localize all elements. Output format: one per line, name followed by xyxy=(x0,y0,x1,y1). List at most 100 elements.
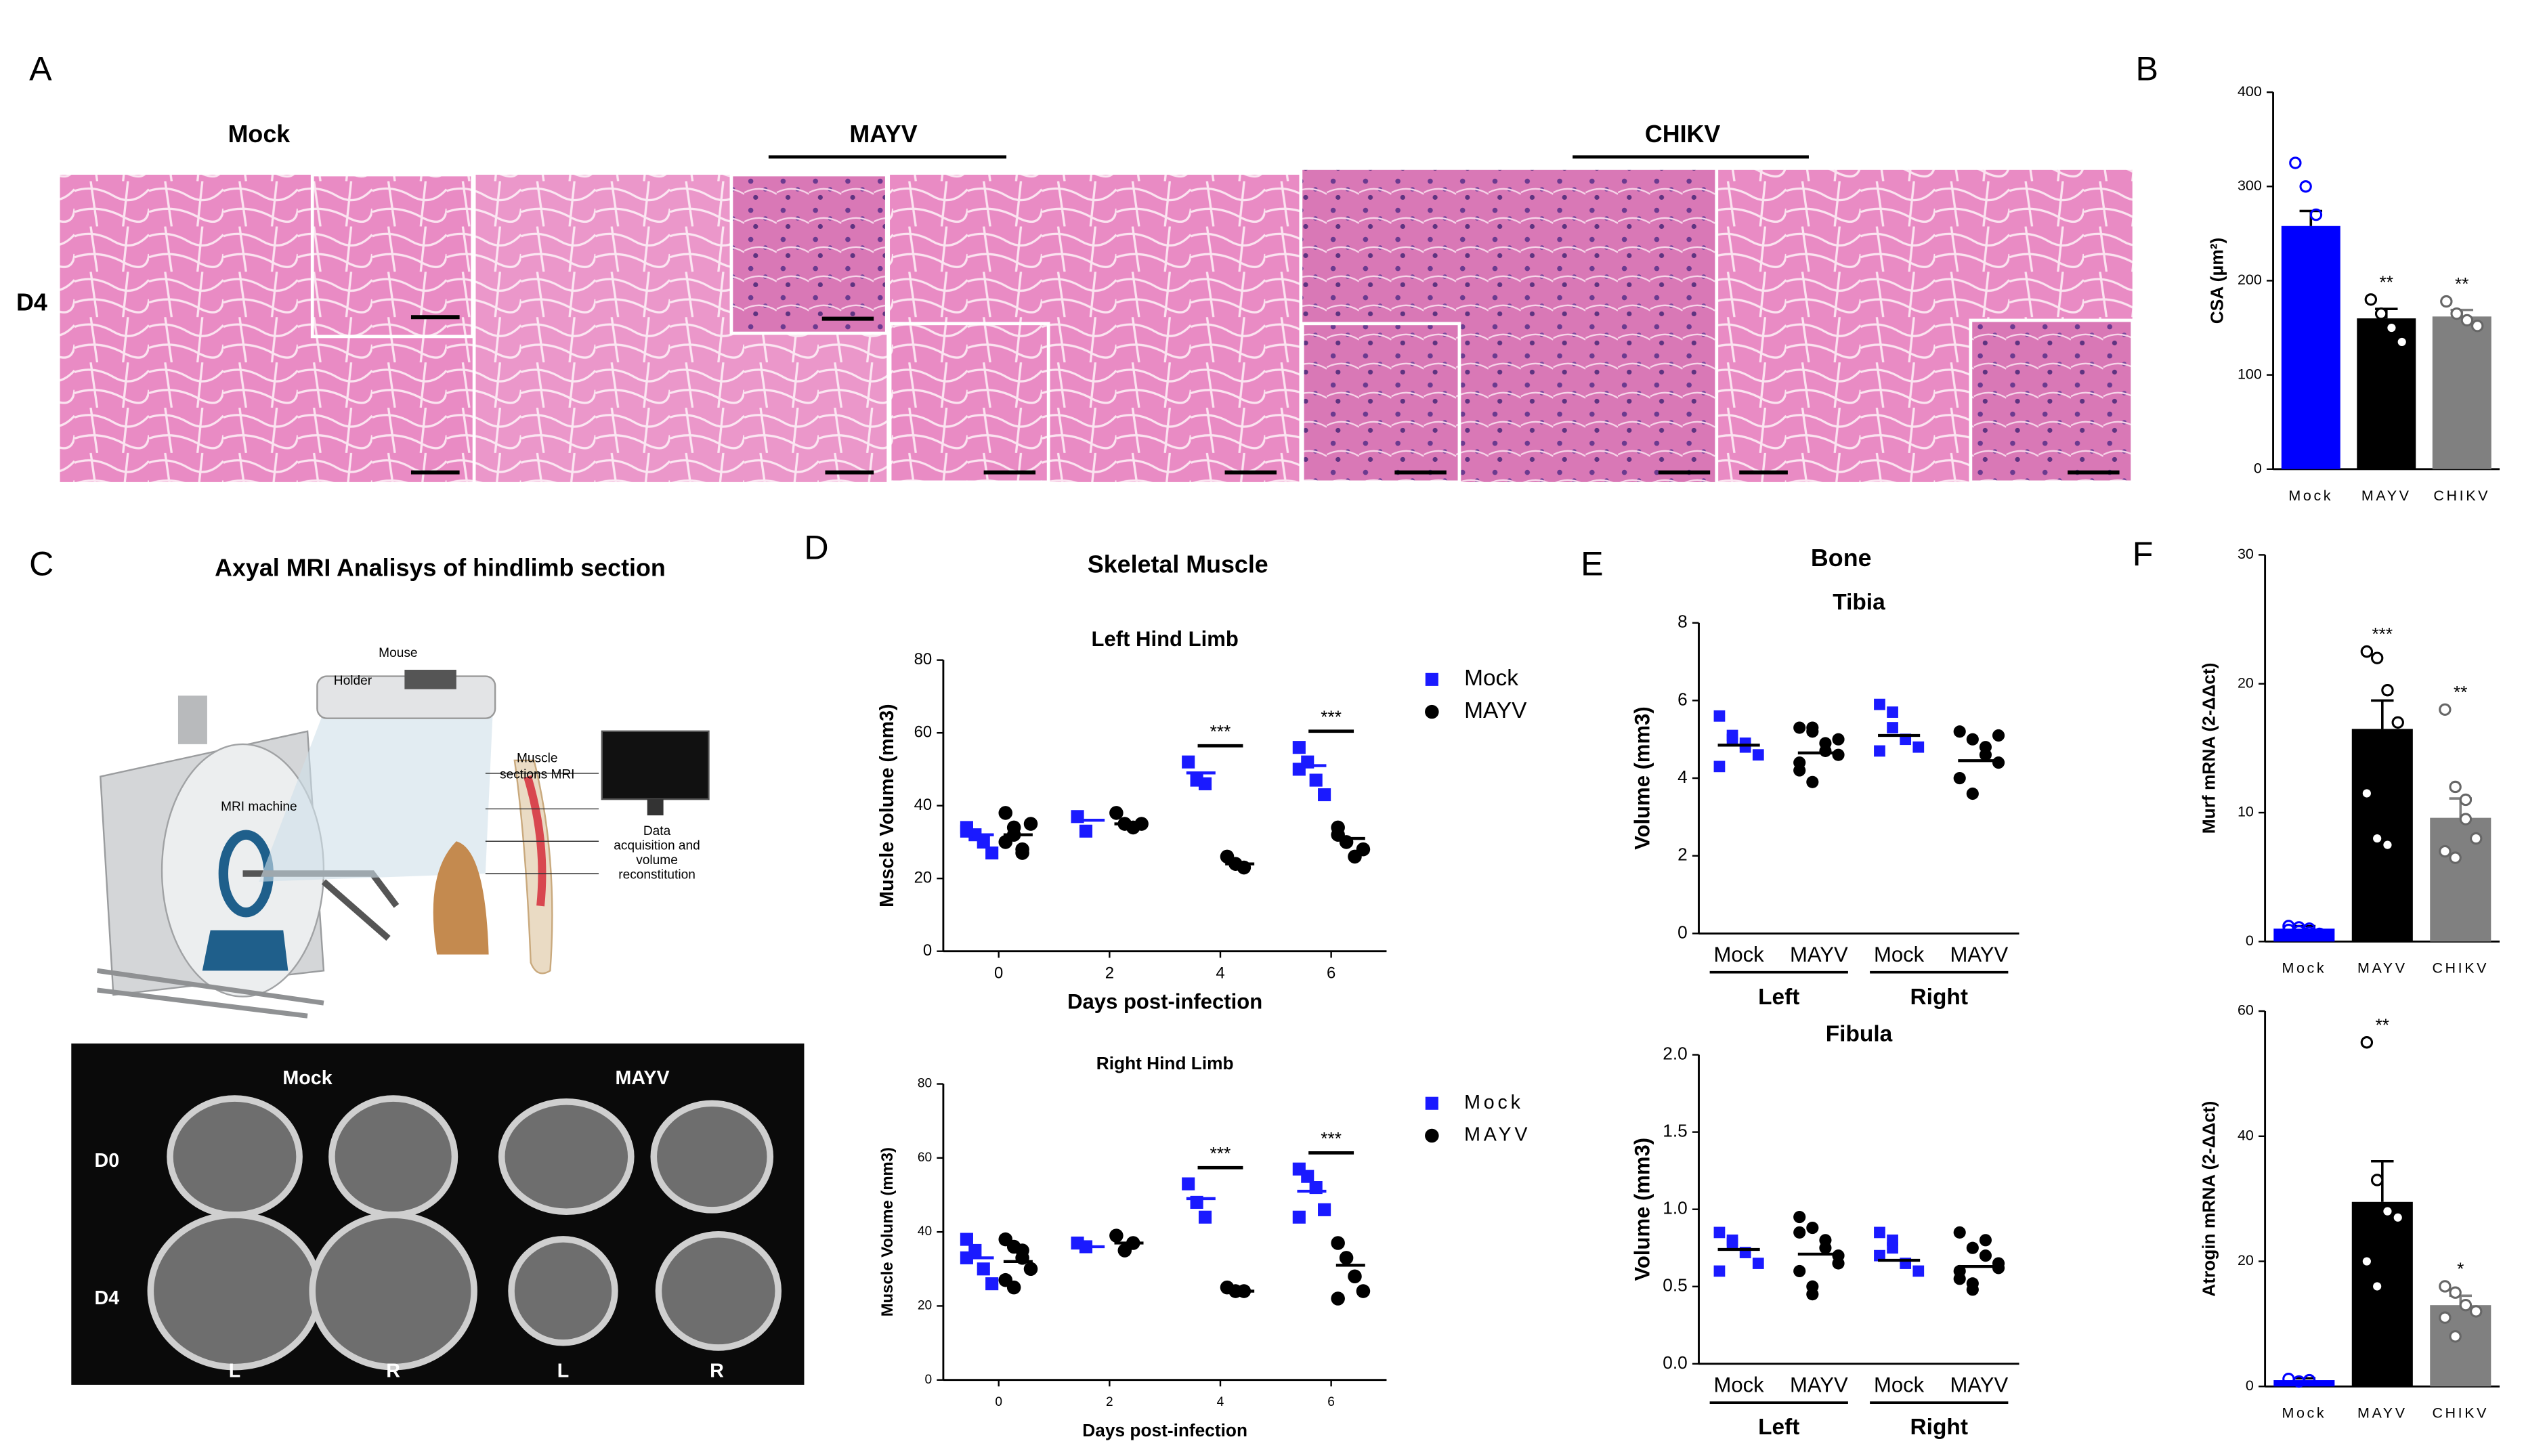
data-point xyxy=(2320,227,2333,240)
data-point xyxy=(2391,716,2404,729)
data-point xyxy=(1832,733,1845,746)
data-point xyxy=(2360,787,2374,800)
panel-title: Axyal MRI Analisys of hindlimb section xyxy=(215,554,666,581)
chart-title: Right Hind Limb xyxy=(1096,1053,1234,1073)
data-point xyxy=(1713,761,1726,773)
data-point xyxy=(1887,722,1898,733)
panel-letter: E xyxy=(1581,544,1603,582)
diagram-label: Muscle xyxy=(517,751,558,765)
x-tick-label: Mock xyxy=(1874,943,1925,966)
data-point xyxy=(1713,1265,1726,1277)
legend-marker xyxy=(1425,1096,1438,1110)
data-point xyxy=(1793,1211,1806,1224)
data-point xyxy=(1726,733,1738,746)
data-point xyxy=(985,1277,999,1291)
mri-label: L xyxy=(229,1360,241,1382)
data-point xyxy=(1182,1177,1195,1191)
data-point xyxy=(1953,1226,1966,1239)
panel-letter: B xyxy=(2136,49,2158,87)
mri-label: L xyxy=(557,1360,570,1382)
y-tick-label: 40 xyxy=(2238,1127,2254,1143)
legend-marker xyxy=(1425,672,1438,686)
diagram-label: Holder xyxy=(334,674,372,688)
y-tick-label: 200 xyxy=(2238,272,2262,288)
data-point xyxy=(2381,684,2394,697)
data-point xyxy=(1015,1243,1029,1258)
data-point xyxy=(1887,1234,1898,1246)
data-point xyxy=(1966,1277,1979,1290)
x-tick-label: 6 xyxy=(1327,964,1335,982)
mri-images: Mock MAYV D0 D4 L R L R xyxy=(71,1043,805,1385)
data-point xyxy=(2370,1280,2384,1293)
x-tick-label: Mock xyxy=(1874,1373,1925,1396)
diagram-label: sections MRI xyxy=(500,767,574,781)
data-point xyxy=(2289,236,2302,250)
data-point xyxy=(1356,1284,1371,1298)
data-point xyxy=(1292,1210,1306,1224)
data-point xyxy=(1079,824,1093,838)
data-point xyxy=(1198,1210,1212,1224)
data-point xyxy=(1806,721,1819,734)
diagram-label: Mouse xyxy=(379,646,417,660)
y-axis-label: Muscle Volume (mm3) xyxy=(878,1147,897,1316)
data-point xyxy=(2303,926,2316,939)
group-label: Left xyxy=(1758,1415,1799,1440)
y-tick-label: 8 xyxy=(1677,612,1688,632)
group-label: Mock xyxy=(228,121,291,148)
chart-title: Tibia xyxy=(1833,590,1885,615)
x-tick-label: Mock xyxy=(2282,960,2326,977)
y-tick-label: 4 xyxy=(1677,767,1688,787)
data-point xyxy=(1832,1257,1845,1270)
data-point xyxy=(1966,787,1979,800)
mri-label: MAYV xyxy=(615,1067,669,1089)
histology xyxy=(60,169,2135,484)
y-tick-label: 10 xyxy=(2238,804,2254,820)
significance: ** xyxy=(2380,272,2393,292)
data-point xyxy=(1713,710,1726,722)
x-tick-label: MAYV xyxy=(1790,943,1848,966)
mri-label: Mock xyxy=(282,1067,332,1089)
legend-marker xyxy=(1425,1128,1439,1143)
data-point xyxy=(985,846,999,860)
inset xyxy=(888,322,1050,484)
group-label: CHIKV xyxy=(1645,121,1721,148)
data-point xyxy=(2360,1255,2374,1268)
x-tick-label: 4 xyxy=(1216,964,1224,982)
panel-letter: D xyxy=(804,528,828,566)
data-point xyxy=(2449,780,2462,794)
y-tick-label: 1.0 xyxy=(1663,1198,1688,1218)
significance: *** xyxy=(1210,721,1231,742)
data-point xyxy=(1739,741,1751,753)
x-axis-label: Days post-infection xyxy=(1067,989,1262,1013)
y-tick-label: 80 xyxy=(914,650,933,668)
data-point xyxy=(1752,1258,1764,1269)
panel-letter: A xyxy=(29,49,52,87)
y-tick-label: 0 xyxy=(925,1373,933,1387)
data-point xyxy=(1023,817,1038,831)
data-point xyxy=(2440,295,2453,308)
data-point xyxy=(1339,1251,1354,1265)
data-point xyxy=(1331,1291,1345,1306)
data-point xyxy=(1793,1264,1806,1278)
data-point xyxy=(1348,1269,1362,1283)
data-point xyxy=(1309,773,1323,787)
data-point xyxy=(1806,1221,1819,1235)
group-label: MAYV xyxy=(849,121,917,148)
y-tick-label: 0.0 xyxy=(1663,1352,1688,1373)
diagram-label: MRI machine xyxy=(221,800,297,814)
data-point xyxy=(1292,741,1306,754)
data-point xyxy=(1953,725,1966,738)
data-point xyxy=(2449,1330,2462,1343)
x-axis-label: Days post-infection xyxy=(1082,1420,1247,1440)
data-point xyxy=(1979,1249,1992,1262)
x-tick-label: MAYV xyxy=(2357,960,2408,977)
data-point xyxy=(2470,832,2483,845)
data-point xyxy=(2309,208,2323,221)
mri-label: D0 xyxy=(95,1150,120,1172)
data-point xyxy=(2303,1373,2316,1387)
y-tick-label: 6 xyxy=(1677,689,1688,709)
x-tick-label: CHIKV xyxy=(2432,960,2489,977)
y-tick-label: 0 xyxy=(1677,922,1688,942)
significance: * xyxy=(2457,1259,2464,1279)
y-tick-label: 20 xyxy=(2238,675,2254,691)
